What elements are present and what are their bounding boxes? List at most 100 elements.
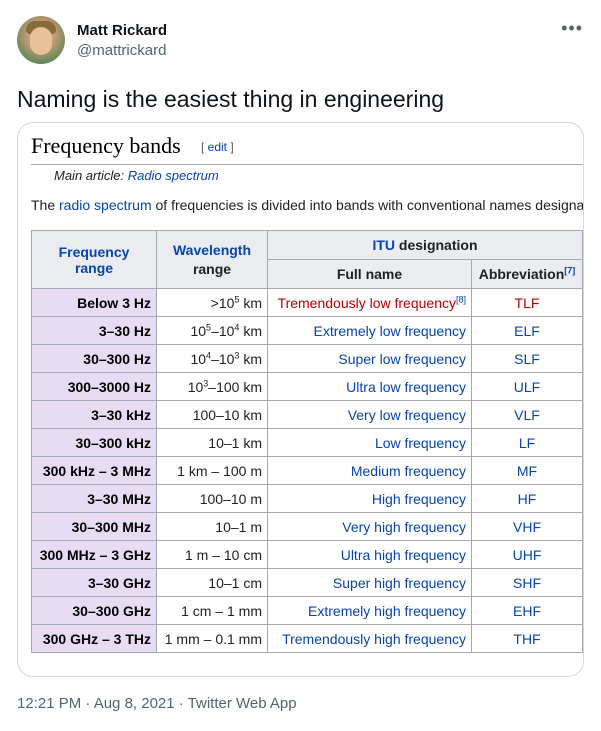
wavelength-exponent: 3 [203, 377, 209, 388]
full-name-cell[interactable]: High frequency [267, 484, 472, 513]
table-row: 3–30 Hz 105–104 km Extremely low frequen… [31, 316, 583, 345]
intro-rest: of frequencies is divided into bands wit… [151, 197, 584, 213]
table-row: 3–30 GHz 10–1 cm Super high frequency SH… [31, 568, 583, 597]
avatar-face [30, 27, 52, 55]
frequency-range-cell: 3–30 Hz [31, 316, 157, 345]
edit-section: [ edit ] [201, 140, 234, 154]
frequency-range-cell: 300–3000 Hz [31, 372, 157, 401]
header-abbreviation[interactable]: Abbreviation[7] [471, 259, 583, 289]
table-row: 30–300 GHz 1 cm – 1 mm Extremely high fr… [31, 596, 583, 625]
intro-prefix: The [31, 197, 60, 213]
full-name-cell[interactable]: Tremendously high frequency [267, 624, 472, 653]
wavelength-unit: –100 km [208, 378, 262, 395]
frequency-range-cell: 3–30 GHz [31, 568, 157, 597]
table-row: Below 3 Hz >105 km Tremendously low freq… [31, 288, 583, 317]
abbreviation-cell[interactable]: SHF [471, 568, 583, 597]
full-name-cell[interactable]: Low frequency [267, 428, 472, 457]
wavelength-cell: >105 km [156, 288, 268, 317]
abbreviation-cell[interactable]: LF [471, 428, 583, 457]
full-name-cell[interactable]: Ultra high frequency [267, 540, 472, 569]
full-name-cell: Tremendously low frequency[8] [267, 288, 472, 317]
table-row: 300 MHz – 3 GHz 1 m – 10 cm Ultra high f… [31, 540, 583, 569]
tweet-media-image[interactable]: Frequency bands [ edit ] Main article: R… [17, 122, 584, 677]
abbreviation-cell[interactable]: UHF [471, 540, 583, 569]
abbreviation-cell[interactable]: MF [471, 456, 583, 485]
wavelength-cell: 105–104 km [156, 316, 268, 345]
wavelength-cell: 1 mm – 0.1 mm [156, 624, 268, 653]
main-article-note: Main article: Radio spectrum [54, 168, 219, 183]
wavelength-cell: 10–1 m [156, 512, 268, 541]
full-name-cell[interactable]: Very high frequency [267, 512, 472, 541]
abbreviation-cell[interactable]: TLF [471, 288, 583, 317]
header-full-name[interactable]: Full name [267, 259, 472, 289]
wavelength-part: >10 [210, 294, 235, 311]
frequency-bands-table: Frequency range Wavelength range ITU des… [31, 230, 583, 653]
section-title: Frequency bands [31, 133, 181, 158]
table-row: 30–300 Hz 104–103 km Super low frequency… [31, 344, 583, 373]
frequency-range-cell: 300 MHz – 3 GHz [31, 540, 157, 569]
radio-spectrum-link[interactable]: radio spectrum [59, 197, 152, 213]
abbreviation-cell[interactable]: EHF [471, 596, 583, 625]
itu-link[interactable]: ITU [372, 237, 396, 253]
table-row: 30–300 MHz 10–1 m Very high frequency VH… [31, 512, 583, 541]
table-row: 300–3000 Hz 103–100 km Ultra low frequen… [31, 372, 583, 401]
full-name-cell[interactable]: Ultra low frequency [267, 372, 472, 401]
tweet-timestamp[interactable]: 12:21 PM · Aug 8, 2021 · Twitter Web App [17, 695, 297, 712]
full-name-link[interactable]: Tremendously low frequency [277, 294, 456, 311]
more-dots-icon[interactable]: ••• [561, 18, 583, 38]
wavelength-cell: 1 m – 10 cm [156, 540, 268, 569]
edit-link[interactable]: edit [207, 140, 228, 154]
abbreviation-cell[interactable]: VHF [471, 512, 583, 541]
intro-paragraph: The radio spectrum of frequencies is div… [31, 197, 584, 213]
main-article-link[interactable]: Radio spectrum [127, 168, 219, 183]
header-abbreviation-label: Abbreviation [478, 266, 565, 282]
itu-suffix: designation [395, 237, 478, 253]
frequency-range-cell: 30–300 GHz [31, 596, 157, 625]
table-row: 3–30 kHz 100–10 km Very low frequency VL… [31, 400, 583, 429]
wavelength-part: –10 [211, 322, 235, 339]
wavelength-exponent: 4 [234, 321, 240, 332]
frequency-range-cell: 3–30 kHz [31, 400, 157, 429]
abbreviation-cell[interactable]: THF [471, 624, 583, 653]
wavelength-part: 10 [187, 378, 204, 395]
table-row: 300 GHz – 3 THz 1 mm – 0.1 mm Tremendous… [31, 624, 583, 653]
wavelength-cell: 103–100 km [156, 372, 268, 401]
user-handle[interactable]: @mattrickard [77, 42, 167, 59]
wavelength-cell: 10–1 km [156, 428, 268, 457]
abbreviation-cell[interactable]: ULF [471, 372, 583, 401]
avatar[interactable] [17, 16, 65, 64]
wavelength-part: 10 [190, 322, 207, 339]
wavelength-exponent: 5 [234, 293, 240, 304]
tweet-text: Naming is the easiest thing in engineeri… [17, 86, 445, 112]
frequency-range-cell: 30–300 kHz [31, 428, 157, 457]
header-wavelength-range[interactable]: Wavelength range [156, 230, 268, 289]
wavelength-cell: 100–10 km [156, 400, 268, 429]
wavelength-cell: 10–1 cm [156, 568, 268, 597]
full-name-cell[interactable]: Super high frequency [267, 568, 472, 597]
full-name-cell[interactable]: Super low frequency [267, 344, 472, 373]
full-name-cell[interactable]: Extremely low frequency [267, 316, 472, 345]
abbreviation-cell[interactable]: VLF [471, 400, 583, 429]
frequency-range-cell: Below 3 Hz [31, 288, 157, 317]
full-name-cell[interactable]: Medium frequency [267, 456, 472, 485]
header-frequency-range[interactable]: Frequency range [31, 230, 157, 289]
table-row: 30–300 kHz 10–1 km Low frequency LF [31, 428, 583, 457]
abbreviation-cell[interactable]: ELF [471, 316, 583, 345]
full-name-cell[interactable]: Very low frequency [267, 400, 472, 429]
frequency-range-cell: 300 kHz – 3 MHz [31, 456, 157, 485]
wavelength-cell: 1 km – 100 m [156, 456, 268, 485]
abbreviation-cell[interactable]: SLF [471, 344, 583, 373]
header-frequency-label: Frequency [58, 243, 130, 260]
full-name-cell[interactable]: Extremely high frequency [267, 596, 472, 625]
wavelength-exponent: 3 [234, 349, 240, 360]
wavelength-part: –10 [211, 350, 235, 367]
frequency-range-cell: 30–300 Hz [31, 344, 157, 373]
wavelength-part: 10 [190, 350, 207, 367]
wavelength-unit: km [239, 294, 262, 311]
abbreviation-cell[interactable]: HF [471, 484, 583, 513]
display-name[interactable]: Matt Rickard [77, 22, 168, 39]
abbreviation-ref[interactable]: [7] [564, 265, 576, 276]
full-name-ref[interactable]: [8] [455, 293, 466, 304]
main-article-prefix: Main article: [54, 168, 128, 183]
tweet-header: Matt Rickard @mattrickard ••• [17, 14, 587, 70]
